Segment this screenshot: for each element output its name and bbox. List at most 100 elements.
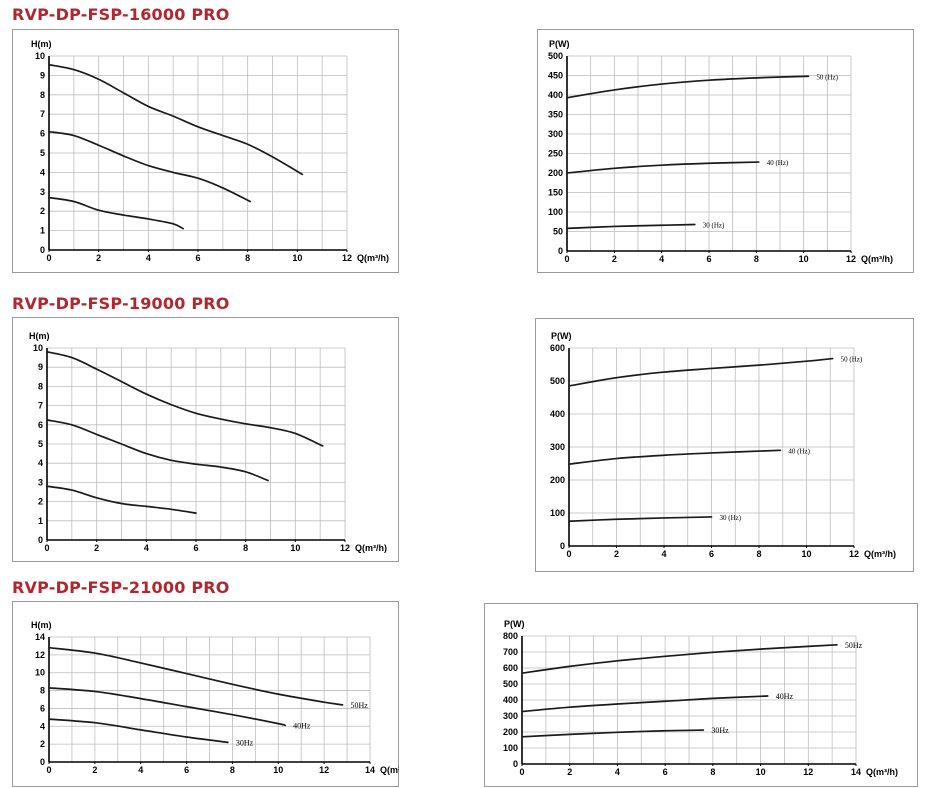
y-tick-label: 4 bbox=[40, 167, 45, 177]
x-tick-label: 8 bbox=[754, 254, 759, 264]
y-tick-label: 5 bbox=[38, 439, 43, 449]
series-line bbox=[521, 695, 769, 713]
y-tick-label: 200 bbox=[548, 168, 563, 178]
y-tick-label: 400 bbox=[503, 695, 518, 705]
y-tick-label: 400 bbox=[548, 90, 563, 100]
y-tick-label: 200 bbox=[503, 727, 518, 737]
y-tick-label: 8 bbox=[40, 90, 45, 100]
y-tick-label: 300 bbox=[548, 129, 563, 139]
y-tick-label: 8 bbox=[38, 381, 43, 391]
power-chart-19000: 0 2 4 6 8 10 12 0 100 200 300 400 500 600 P(W) Q(m³/h) 5… bbox=[535, 318, 914, 572]
series-line bbox=[46, 419, 269, 482]
y-tick-label: 2 bbox=[38, 497, 43, 507]
x-tick-label: 10 bbox=[273, 765, 283, 775]
x-tick-label: 4 bbox=[138, 765, 143, 775]
x-tick-label: 0 bbox=[46, 765, 51, 775]
y-tick-label: 10 bbox=[35, 51, 45, 61]
y-tick-label: 0 bbox=[38, 535, 43, 545]
x-tick-label: 12 bbox=[846, 254, 856, 264]
x-tick-label: 6 bbox=[709, 549, 714, 559]
x-tick-label: 10 bbox=[292, 253, 302, 263]
y-tick-label: 200 bbox=[550, 475, 565, 485]
x-tick-label: 12 bbox=[342, 253, 352, 263]
y-tick-label: 7 bbox=[40, 109, 45, 119]
x-axis-label: Q(m³/h) bbox=[866, 767, 898, 777]
chart-svg: 0 2 4 6 8 10 12 0 100 200 300 400 500 600 P(W) Q(m³/h) 5… bbox=[535, 318, 914, 572]
x-tick-label: 4 bbox=[144, 543, 149, 553]
y-tick-label: 1 bbox=[40, 226, 45, 236]
series-line bbox=[566, 223, 696, 230]
y-tick-label: 10 bbox=[35, 668, 45, 678]
x-tick-label: 4 bbox=[661, 549, 666, 559]
y-tick-label: 3 bbox=[38, 477, 43, 487]
y-tick-label: 10 bbox=[33, 343, 43, 353]
x-tick-label: 6 bbox=[195, 253, 200, 263]
y-tick-label: 1 bbox=[38, 516, 43, 526]
x-tick-label: 6 bbox=[663, 767, 668, 777]
y-axis-label: P(W) bbox=[549, 39, 570, 49]
y-tick-label: 0 bbox=[40, 245, 45, 255]
x-tick-label: 14 bbox=[365, 765, 375, 775]
y-tick-label: 0 bbox=[513, 759, 518, 769]
x-axis-label: Q(m³/h) bbox=[357, 253, 389, 263]
x-tick-label: 8 bbox=[230, 765, 235, 775]
series-line bbox=[48, 130, 251, 203]
x-tick-label: 2 bbox=[94, 543, 99, 553]
y-tick-label: 400 bbox=[550, 409, 565, 419]
y-tick-label: 8 bbox=[40, 686, 45, 696]
x-tick-label: 4 bbox=[659, 254, 664, 264]
x-tick-label: 4 bbox=[146, 253, 151, 263]
y-tick-label: 600 bbox=[550, 343, 565, 353]
y-tick-label: 7 bbox=[38, 401, 43, 411]
x-axis-label: Q(m³/h) bbox=[861, 254, 893, 264]
x-axis-label: Q(m³/h) bbox=[355, 543, 387, 553]
series-line bbox=[568, 516, 713, 523]
y-tick-label: 100 bbox=[550, 508, 565, 518]
x-tick-label: 10 bbox=[799, 254, 809, 264]
y-tick-label: 12 bbox=[35, 650, 45, 660]
head-chart-21000: 0 2 4 6 8 10 12 14 0 2 4 6 8 10 12 14 H(m) Q(m³/h) 50Hz 40H… bbox=[12, 601, 399, 787]
chart-svg: 0 2 4 6 8 10 12 14 0 100 200 300 400 500 600 700 800 P(W)… bbox=[484, 603, 918, 787]
x-tick-label: 2 bbox=[614, 549, 619, 559]
x-tick-label: 10 bbox=[801, 549, 811, 559]
y-axis-label: P(W) bbox=[551, 331, 572, 341]
x-tick-label: 0 bbox=[566, 549, 571, 559]
series-label: 50Hz bbox=[845, 641, 863, 650]
y-tick-label: 6 bbox=[38, 420, 43, 430]
y-tick-label: 300 bbox=[550, 442, 565, 452]
x-tick-label: 12 bbox=[340, 543, 350, 553]
power-chart-21000: 0 2 4 6 8 10 12 14 0 100 200 300 400 500 600 700 800 P(W)… bbox=[484, 603, 918, 787]
x-tick-label: 8 bbox=[710, 767, 715, 777]
x-tick-label: 12 bbox=[803, 767, 813, 777]
series-label: 50 (Hz) bbox=[841, 356, 863, 364]
y-tick-label: 14 bbox=[35, 632, 45, 642]
x-tick-label: 8 bbox=[756, 549, 761, 559]
series-line bbox=[566, 75, 810, 99]
x-tick-label: 0 bbox=[519, 767, 524, 777]
y-tick-label: 50 bbox=[553, 227, 563, 237]
x-tick-label: 0 bbox=[44, 543, 49, 553]
y-tick-label: 4 bbox=[38, 458, 43, 468]
series-line bbox=[48, 196, 184, 230]
model-title-16000: RVP-DP-FSP-16000 PRO bbox=[12, 5, 230, 24]
x-tick-label: 10 bbox=[756, 767, 766, 777]
y-tick-label: 500 bbox=[503, 679, 518, 689]
chart-svg: 0 2 4 6 8 10 12 14 0 2 4 6 8 10 12 14 H(m) Q(m³/h) 50Hz 40H… bbox=[12, 601, 399, 787]
series-label: 30 (Hz) bbox=[703, 221, 725, 229]
y-tick-label: 3 bbox=[40, 187, 45, 197]
y-tick-label: 2 bbox=[40, 206, 45, 216]
x-axis-label: Q(m³/h) bbox=[380, 765, 399, 775]
y-tick-label: 9 bbox=[40, 70, 45, 80]
y-tick-label: 500 bbox=[550, 376, 565, 386]
chart-frame bbox=[12, 29, 399, 273]
y-tick-label: 4 bbox=[40, 721, 45, 731]
series-line bbox=[46, 350, 324, 447]
y-tick-label: 300 bbox=[503, 711, 518, 721]
series-line bbox=[46, 485, 197, 514]
series-label: 30Hz bbox=[236, 738, 254, 747]
y-tick-label: 700 bbox=[503, 647, 518, 657]
series-label: 30 (Hz) bbox=[720, 514, 742, 522]
x-tick-label: 2 bbox=[96, 253, 101, 263]
y-axis-label: P(W) bbox=[504, 619, 525, 629]
